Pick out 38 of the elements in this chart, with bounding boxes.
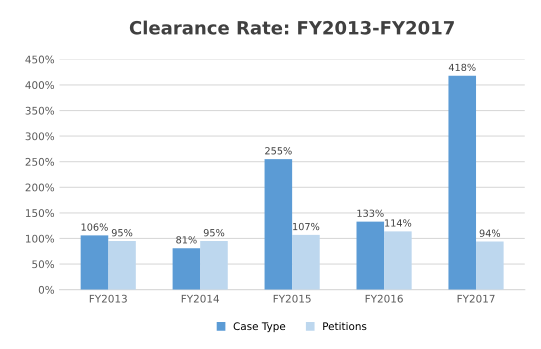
data-label: 81% [176, 236, 197, 244]
y-tick-label: 300% [26, 132, 54, 140]
y-tick-label: 400% [25, 81, 54, 90]
data-label: 95% [112, 229, 132, 236]
bar [172, 248, 200, 290]
y-tick-label: 350% [26, 106, 54, 115]
data-label: 95% [204, 229, 224, 236]
chart-title: Clearance Rate: FY2013-FY2017 [130, 20, 454, 35]
x-tick-label: FY2013 [90, 294, 127, 303]
bar [476, 242, 504, 290]
x-tick-label: FY2017 [458, 294, 495, 303]
bar [292, 234, 320, 290]
data-label: 94% [480, 230, 500, 237]
data-label: 107% [293, 222, 320, 230]
data-label: 114% [385, 219, 412, 227]
data-label: 133% [357, 210, 384, 217]
legend-label: Case Type [234, 322, 286, 332]
data-label: 418% [448, 64, 476, 72]
bar [200, 241, 228, 290]
y-tick-label: 250% [26, 158, 54, 166]
bar [264, 159, 292, 290]
y-tick-label: 100% [26, 234, 54, 243]
bar [80, 235, 108, 290]
y-tick-label: 450% [25, 56, 54, 64]
bar [384, 231, 412, 290]
x-tick-label: FY2014 [182, 294, 220, 303]
y-tick-label: 0% [38, 286, 54, 294]
y-tick-label: 200% [26, 184, 54, 192]
bar [356, 222, 384, 290]
y-tick-label: 50% [32, 260, 54, 268]
legend-label: Petitions [323, 322, 366, 330]
x-tick-label: FY2015 [274, 294, 311, 303]
data-label: 106% [82, 223, 108, 231]
y-tick-label: 150% [26, 209, 54, 217]
bar [448, 76, 476, 290]
bar [108, 241, 136, 290]
x-tick-label: FY2016 [366, 294, 403, 303]
data-label: 255% [265, 147, 292, 154]
